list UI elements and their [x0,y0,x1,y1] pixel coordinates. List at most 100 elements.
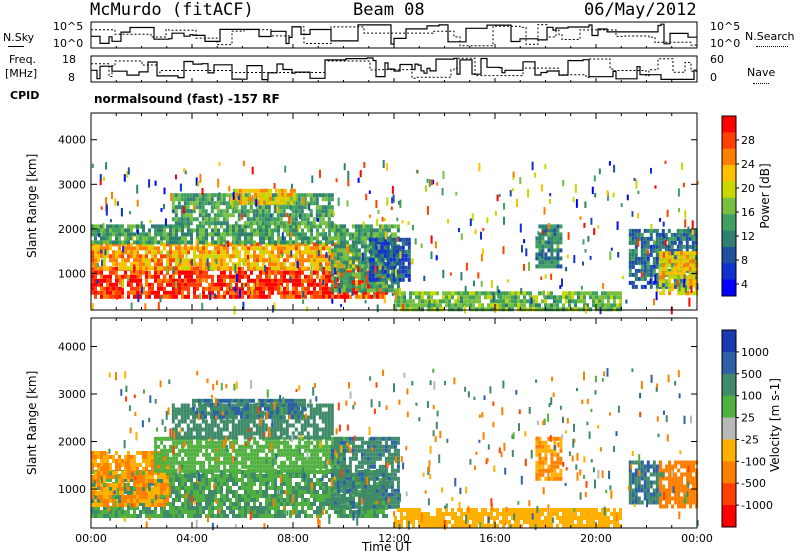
power-cell [181,294,184,299]
power-cell [216,201,220,206]
power-cell [262,262,265,267]
power-cell [550,248,554,253]
power-scatter-point [691,220,694,229]
power-cell [352,290,355,295]
power-cell [659,283,663,288]
power-scatter-point [442,171,445,180]
power-cell [523,295,526,300]
power-cell [355,290,358,295]
velocity-cell [181,510,184,514]
power-cell [451,295,454,300]
power-cell [346,290,349,295]
power-scatter-point [662,235,665,239]
velocity-cell [148,506,151,510]
power-cell [174,213,178,218]
power-cell [91,266,94,271]
power-cell [226,286,229,291]
power-cell [100,228,103,233]
power-cell [313,270,316,275]
velocity-cell [94,471,97,475]
power-cell [163,254,166,259]
power-cell [256,278,259,283]
power-cell [325,246,328,251]
velocity-cell [253,502,256,506]
power-cell [499,307,502,312]
power-cell [345,288,349,293]
power-cell [322,266,325,271]
power-cell [202,236,205,241]
power-cell [550,240,554,245]
power-cell [339,252,343,257]
power-cell [109,274,112,279]
power-cell [389,249,393,254]
power-cell [283,286,286,291]
power-scatter-point [237,196,240,200]
power-cell [130,236,133,241]
power-cell [619,299,622,304]
velocity-cell [373,470,376,474]
power-cell [472,295,475,300]
velocity-cell [100,483,103,487]
power-cell [193,278,196,283]
power-cell [232,290,235,295]
power-cell [256,200,260,205]
power-scatter-point [365,193,368,201]
velocity-cell [259,506,262,510]
power-cell [100,240,103,245]
power-cell [187,274,190,279]
power-cell [628,232,632,237]
power-cell [301,236,304,241]
power-cell [571,299,574,304]
power-cell [148,250,151,255]
velocity-cell [379,498,382,502]
velocity-cell [151,482,154,486]
power-scatter-point [616,221,619,230]
velocity-cell [253,514,256,518]
power-scatter-point [460,233,463,241]
velocity-cell [100,459,103,463]
velocity-cell [187,474,190,478]
power-scatter-point [609,251,612,260]
velocity-cell [127,482,130,486]
power-cell [118,250,121,255]
power-scatter-point [130,302,133,310]
power-cell [163,224,166,229]
power-scatter-point [302,290,305,298]
power-cell [406,303,409,308]
power-cell [643,276,647,281]
velocity-cell [184,502,187,506]
power-cell [274,240,277,245]
power-cell [400,299,403,304]
velocity-cell [220,490,223,494]
power-scatter-point [363,279,366,289]
velocity-cell [91,482,94,486]
power-cell [685,240,689,245]
velocity-cell [274,494,277,498]
power-cell [289,270,292,275]
power-cell [556,248,560,253]
power-cell [377,253,381,258]
power-cell [202,240,205,245]
power-cell [694,232,698,237]
velocity-cell [121,479,124,483]
velocity-cell [202,510,205,514]
power-cell [127,290,130,295]
power-scatter-point [311,175,314,183]
velocity-cell [91,506,94,510]
velocity-cell [172,474,175,478]
power-cell [628,256,632,261]
power-cell [264,209,268,214]
power-cell [271,254,274,259]
power-cell [427,307,430,312]
velocity-cell [367,510,370,514]
power-cell [659,279,663,284]
power-scatter-point [232,207,235,214]
power-cell [487,303,490,308]
power-cell [466,295,469,300]
velocity-cell [382,478,385,482]
velocity-cell [262,510,265,514]
power-cell [532,303,535,308]
power-cell [151,250,154,255]
power-scatter-point [343,163,346,171]
power-cell [336,288,340,293]
